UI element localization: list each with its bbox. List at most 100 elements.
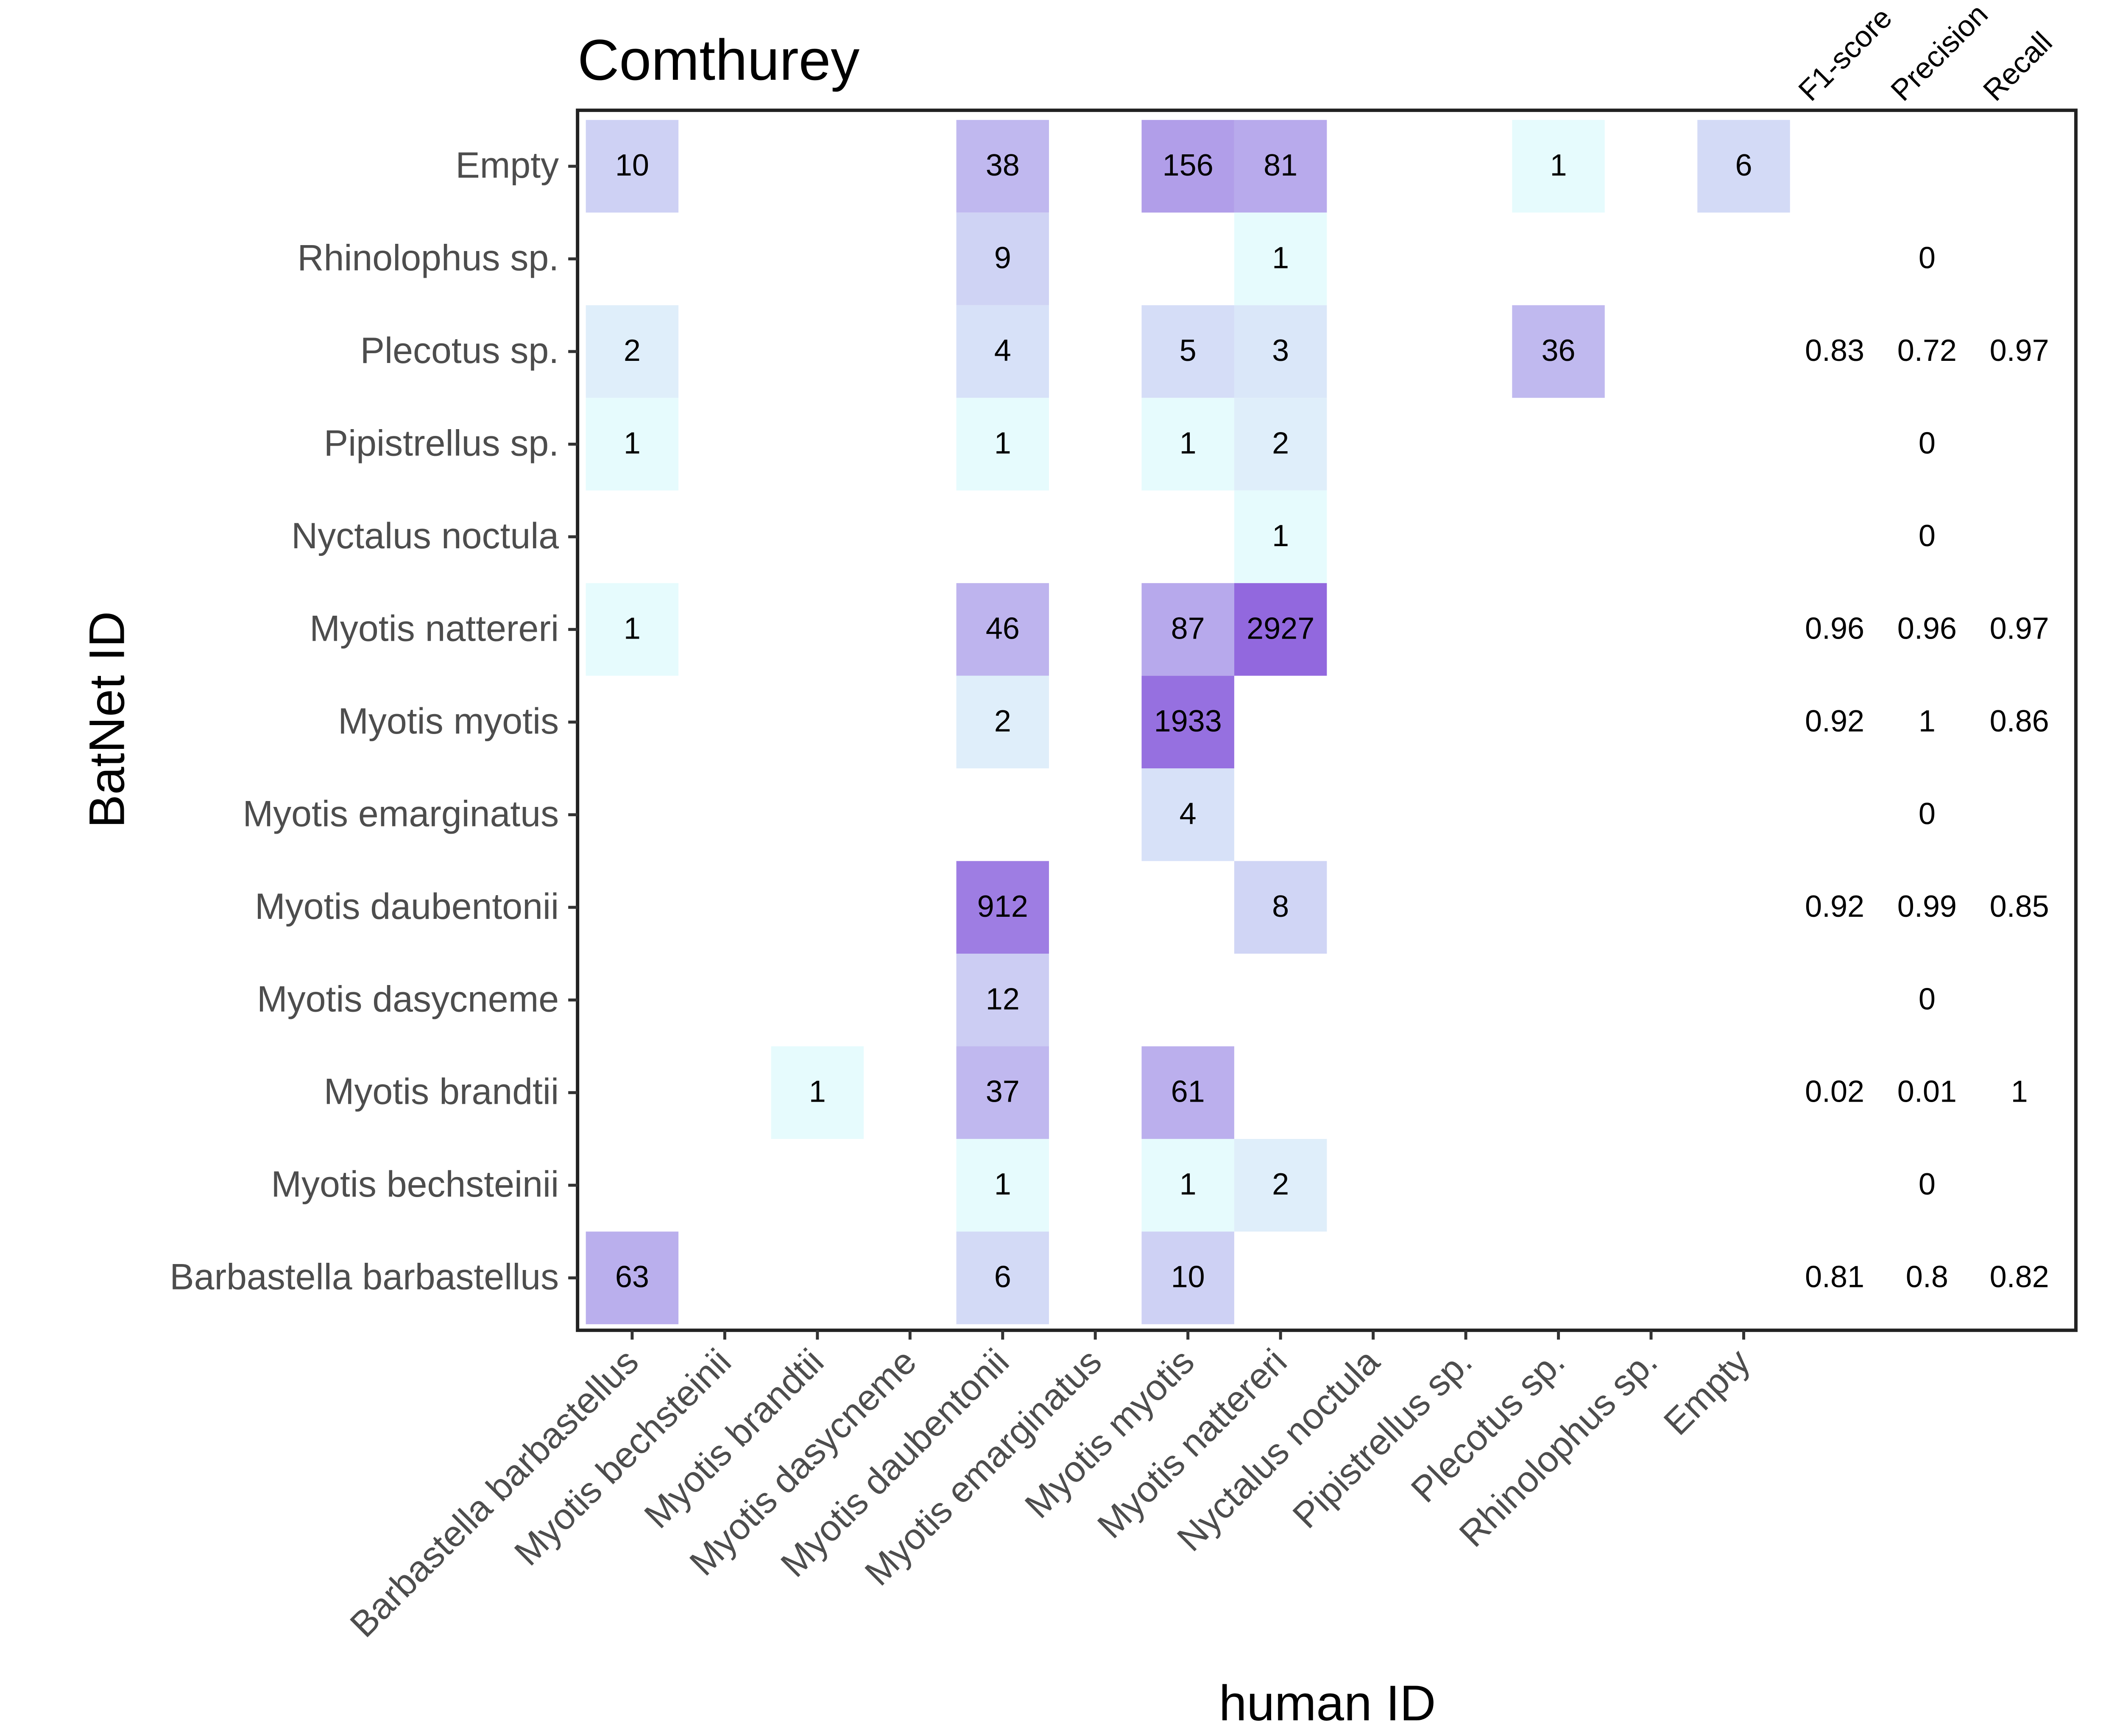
heatmap-cell	[586, 398, 679, 491]
cell-value-label: 9	[994, 241, 1011, 275]
heatmap-cell	[956, 398, 1049, 491]
cell-value-label: 1933	[1154, 704, 1222, 738]
metric-column-header: Precision	[1884, 0, 1994, 107]
metric-value-f1-score: 0.83	[1805, 334, 1864, 368]
heatmap-cell	[1234, 212, 1327, 305]
heatmap-cell	[956, 583, 1049, 676]
cell-value-label: 4	[1180, 797, 1197, 831]
heatmap-cell	[1512, 305, 1605, 398]
metric-value-recall: 0.82	[1990, 1260, 2049, 1294]
heatmap-cell	[1141, 120, 1234, 213]
heatmap-cell	[586, 583, 679, 676]
y-tick-label: Myotis bechsteinii	[271, 1164, 559, 1205]
cell-value-label: 1	[1180, 1167, 1197, 1201]
cell-value-label: 1	[1272, 519, 1289, 553]
chart-title: Comthurey	[577, 28, 859, 92]
heatmap-cell	[1141, 583, 1234, 676]
heatmap-cell	[586, 305, 679, 398]
cell-value-label: 61	[1171, 1075, 1205, 1109]
heatmap-cell	[956, 120, 1049, 213]
heatmap-cell	[586, 120, 679, 213]
heatmap-cell	[956, 1139, 1049, 1232]
cell-value-label: 4	[994, 334, 1011, 368]
cell-value-label: 46	[986, 611, 1020, 645]
heatmap-cell	[956, 212, 1049, 305]
heatmap-cell	[1141, 398, 1234, 491]
cell-value-label: 36	[1541, 334, 1575, 368]
heatmap-cell	[1512, 120, 1605, 213]
cell-value-label: 1	[624, 611, 641, 645]
metric-value-precision: 0	[1919, 519, 1936, 553]
cell-value-label: 81	[1264, 148, 1297, 182]
cell-value-label: 2927	[1247, 611, 1314, 645]
metric-value-precision: 0.8	[1906, 1260, 1948, 1294]
metric-value-recall: 0.97	[1990, 611, 2049, 645]
cell-value-label: 1	[1550, 148, 1567, 182]
y-tick-label: Myotis dasycneme	[257, 979, 559, 1019]
heatmap-cell	[956, 305, 1049, 398]
metric-value-recall: 1	[2011, 1075, 2028, 1109]
y-tick-label: Myotis myotis	[338, 701, 559, 742]
y-tick-label: Empty	[455, 145, 559, 186]
cell-value-label: 87	[1171, 611, 1205, 645]
metric-value-f1-score: 0.92	[1805, 704, 1864, 738]
cell-value-label: 6	[1735, 148, 1752, 182]
heatmap-cell	[1141, 1231, 1234, 1324]
heatmap-cell	[956, 675, 1049, 769]
cell-value-label: 1	[1180, 426, 1197, 460]
panel-border	[576, 109, 2078, 1332]
metric-value-f1-score: 0.02	[1805, 1075, 1864, 1109]
cell-value-label: 10	[1171, 1260, 1205, 1294]
metric-value-precision: 0	[1919, 426, 1936, 460]
metric-value-precision: 0.01	[1897, 1075, 1957, 1109]
heatmap-cell	[1141, 1046, 1234, 1139]
cell-value-label: 912	[977, 890, 1028, 924]
heatmap-cell	[1234, 583, 1327, 676]
heatmap-cell	[1141, 675, 1234, 769]
heatmap-cell	[956, 1046, 1049, 1139]
cell-value-label: 156	[1163, 148, 1213, 182]
y-tick-label: Rhinolophus sp.	[297, 238, 559, 279]
metric-value-f1-score: 0.81	[1805, 1260, 1864, 1294]
metric-value-precision: 0	[1919, 1167, 1936, 1201]
x-tick-label: Empty	[1656, 1341, 1758, 1443]
cell-value-label: 1	[1272, 241, 1289, 275]
cell-value-label: 5	[1180, 334, 1197, 368]
metric-value-precision: 0.99	[1897, 890, 1957, 924]
cell-value-label: 2	[624, 334, 641, 368]
metric-value-recall: 0.86	[1990, 704, 2049, 738]
cell-value-label: 1	[994, 1167, 1011, 1201]
metric-value-f1-score: 0.96	[1805, 611, 1864, 645]
y-tick-label: Barbastella barbastellus	[170, 1257, 559, 1298]
heatmap-cell	[1141, 305, 1234, 398]
heatmap-cell	[956, 861, 1049, 954]
metric-value-precision: 0.96	[1897, 611, 1957, 645]
labels-layer: Empty Rhinolophus sp. Plecotus sp. Pipistre…	[170, 0, 2059, 1645]
x-axis-title: human ID	[1219, 1675, 1436, 1731]
y-tick-label: Myotis emarginatus	[243, 793, 559, 834]
heatmap-cell	[1234, 398, 1327, 491]
cell-value-label: 2	[1272, 426, 1289, 460]
cell-value-label: 2	[1272, 1167, 1289, 1201]
cell-value-label: 10	[615, 148, 649, 182]
cell-value-label: 37	[986, 1075, 1020, 1109]
metric-value-recall: 0.85	[1990, 890, 2049, 924]
cell-value-label: 38	[986, 148, 1020, 182]
heatmap-cell	[1141, 1139, 1234, 1232]
metric-value-precision: 0	[1919, 797, 1936, 831]
metric-column-header: F1-score	[1792, 1, 1898, 107]
y-tick-label: Nyctalus noctula	[291, 516, 559, 556]
heatmap-cell	[1697, 120, 1790, 213]
heatmap-cell	[1234, 305, 1327, 398]
y-tick-label: Myotis daubentonii	[255, 886, 559, 927]
heatmap-cell	[1141, 768, 1234, 861]
heatmap-cell	[956, 1231, 1049, 1324]
cell-value-label: 1	[809, 1075, 826, 1109]
metric-column-header: Recall	[1977, 25, 2059, 107]
heatmap-cell	[956, 954, 1049, 1047]
heatmap-cell	[586, 1231, 679, 1324]
ticks-layer	[568, 165, 1745, 1340]
y-tick-label: Plecotus sp.	[360, 330, 559, 371]
